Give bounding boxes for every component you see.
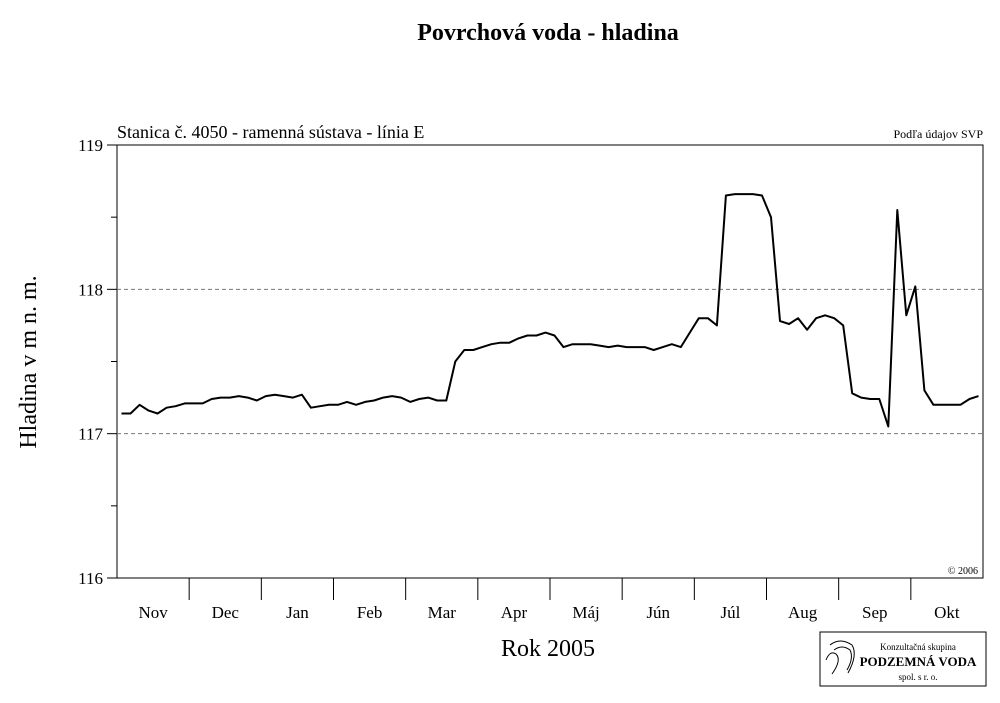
logo: Konzultačná skupina PODZEMNÁ VODA spol. … xyxy=(819,631,987,687)
x-tick-label: Jan xyxy=(286,603,309,622)
y-tick-label: 118 xyxy=(78,280,103,299)
x-tick-label: Apr xyxy=(501,603,528,622)
logo-line2: PODZEMNÁ VODA xyxy=(860,654,977,669)
subtitle: Stanica č. 4050 - ramenná sústava - líni… xyxy=(117,122,424,142)
x-axis-label: Rok 2005 xyxy=(501,636,595,662)
plot-frame xyxy=(116,144,984,579)
x-tick-label: Máj xyxy=(572,603,599,622)
x-tick-label: Aug xyxy=(788,603,818,622)
x-tick-label: Feb xyxy=(357,603,383,622)
source: Podľa údajov SVP xyxy=(893,127,983,141)
logo-line1: Konzultačná skupina xyxy=(880,642,956,652)
x-tick-label: Nov xyxy=(138,603,168,622)
y-tick-label: 116 xyxy=(78,569,103,588)
x-tick-label: Mar xyxy=(428,603,457,622)
logo-line3: spol. s r. o. xyxy=(898,672,937,682)
copyright: © 2006 xyxy=(948,566,978,577)
x-tick-label: Dec xyxy=(212,603,240,622)
data-line xyxy=(121,193,979,428)
y-tick-label: 119 xyxy=(78,136,103,155)
x-tick-label: Jún xyxy=(646,603,670,622)
x-tick-label: Okt xyxy=(934,603,960,622)
y-tick-label: 117 xyxy=(78,425,103,444)
x-tick-label: Júl xyxy=(720,603,740,622)
chart-title: Povrchová voda - hladina xyxy=(417,20,679,46)
x-tick-label: Sep xyxy=(862,603,888,622)
y-axis-label: Hladina v m n. m. xyxy=(16,275,42,448)
logo-box xyxy=(819,631,987,687)
logo-icon xyxy=(825,640,855,675)
